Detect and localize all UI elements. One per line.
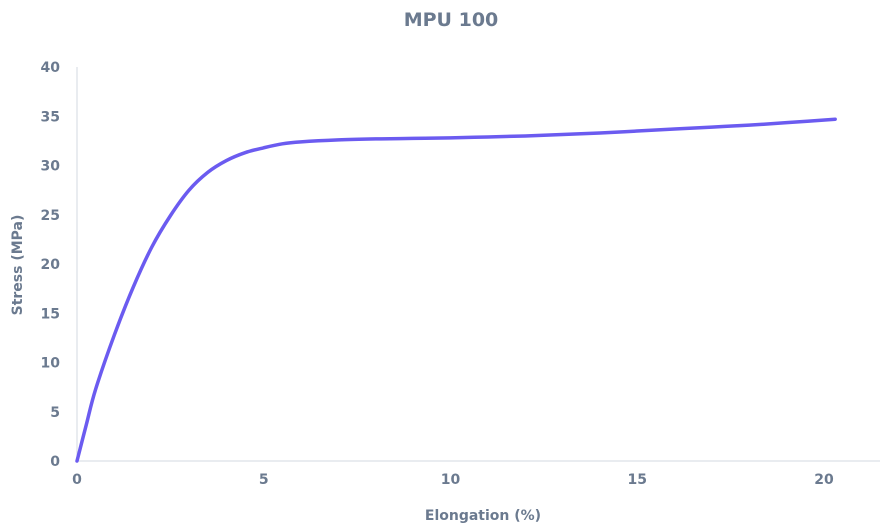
y-tick-label: 5 xyxy=(50,405,60,421)
y-tick-label: 30 xyxy=(41,159,61,175)
x-tick-label: 20 xyxy=(814,472,834,488)
x-axis-label: Elongation (%) xyxy=(425,508,541,524)
series-line-stress xyxy=(75,117,837,463)
x-axis-ticks: 0 5 10 15 20 xyxy=(72,472,834,488)
x-tick-label: 5 xyxy=(259,472,269,488)
chart-title: MPU 100 xyxy=(404,9,499,31)
y-tick-label: 0 xyxy=(50,454,60,470)
y-tick-label: 10 xyxy=(41,356,61,372)
y-tick-label: 40 xyxy=(41,60,61,76)
y-tick-label: 20 xyxy=(41,257,61,273)
y-axis-ticks: 0 5 10 15 20 25 30 35 40 xyxy=(41,60,61,470)
y-tick-label: 15 xyxy=(41,306,60,322)
x-tick-label: 15 xyxy=(627,472,646,488)
y-tick-label: 35 xyxy=(41,109,60,125)
y-tick-label: 25 xyxy=(41,208,60,224)
x-tick-label: 10 xyxy=(441,472,461,488)
y-axis-label: Stress (MPa) xyxy=(10,215,26,316)
x-tick-label: 0 xyxy=(72,472,82,488)
